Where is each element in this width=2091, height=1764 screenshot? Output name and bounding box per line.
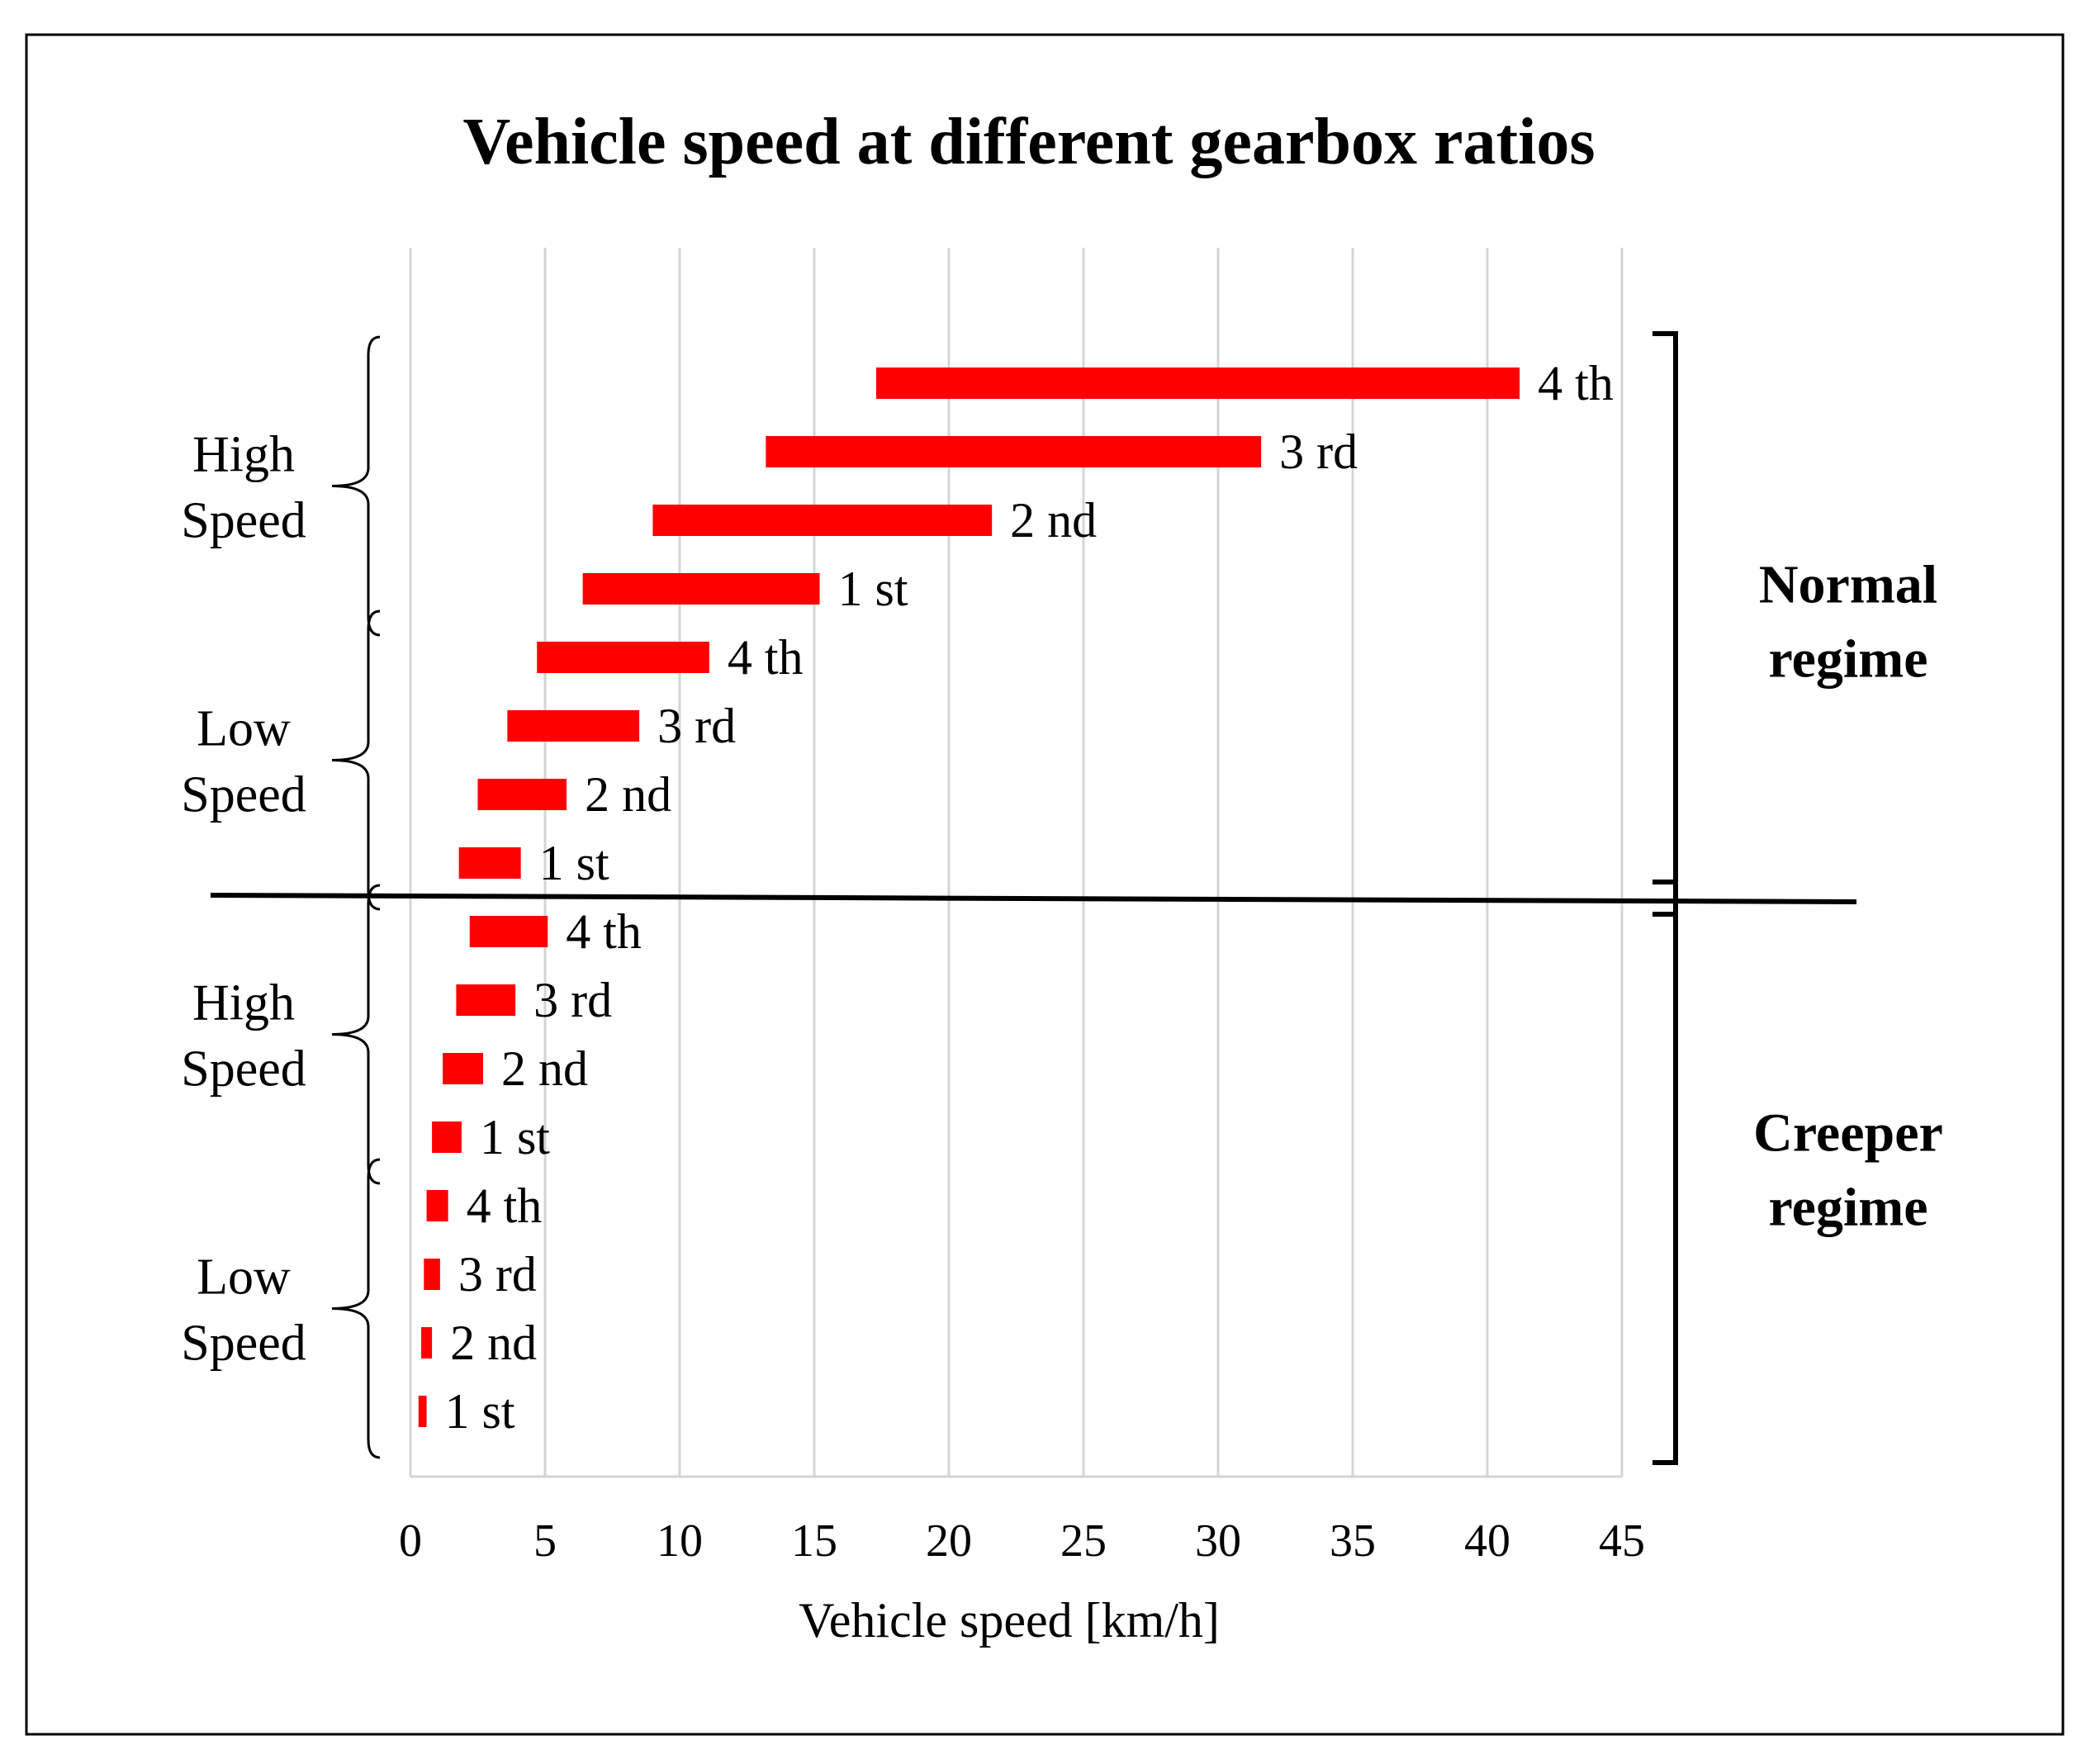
x-tick-label-0: 0: [399, 1515, 422, 1567]
bar-row-12: [432, 1121, 462, 1153]
regime-divider: [210, 893, 1857, 904]
x-tick-label-10: 10: [657, 1515, 703, 1567]
bar-row-14: [424, 1259, 440, 1290]
bar-label-row-15: 2 nd: [450, 1316, 537, 1370]
bar-row-2: [766, 436, 1262, 467]
bar-label-row-13: 4 th: [467, 1178, 543, 1233]
bar-row-1: [875, 368, 1520, 399]
bars-layer: [418, 368, 1520, 1427]
regime-bracket-1: [1652, 331, 1678, 917]
bar-label-row-2: 3 rd: [1279, 424, 1358, 479]
group-label-2-line-1: Low: [197, 701, 291, 757]
bar-row-8: [458, 847, 521, 879]
bar-label-row-5: 4 th: [728, 630, 804, 685]
group-label-2-line-2: Speed: [181, 767, 306, 823]
group-brace-4: [331, 1158, 381, 1459]
bar-row-13: [426, 1190, 448, 1221]
bar-label-row-16: 1 st: [445, 1384, 515, 1439]
bar-row-9: [469, 916, 548, 947]
bar-label-row-4: 1 st: [838, 562, 908, 616]
bar-row-7: [477, 779, 567, 810]
bar-row-3: [652, 505, 993, 536]
x-axis-label: Vehicle speed [km/h]: [799, 1593, 1220, 1648]
bar-labels-layer: 4 th 3 rd 2 nd 1 st 4 th 3 rd 2 nd 1 st 4 th 3 rd…: [445, 356, 1614, 1439]
bar-row-15: [421, 1327, 433, 1359]
group-label-3-line-1: High: [192, 975, 295, 1031]
x-tick-label-20: 20: [926, 1515, 972, 1567]
x-tick-label-45: 45: [1599, 1515, 1645, 1567]
regime-label-2-line-2: regime: [1768, 1178, 1927, 1238]
group-label-1-line-1: High: [192, 427, 295, 483]
group-label-1-line-2: Speed: [181, 493, 306, 549]
regime-bracket-2: [1652, 880, 1678, 1465]
bar-row-16: [418, 1396, 427, 1427]
bar-row-10: [456, 984, 516, 1016]
bar-label-row-3: 2 nd: [1010, 493, 1097, 548]
group-label-4-line-2: Speed: [181, 1316, 306, 1372]
bar-label-row-1: 4 th: [1538, 356, 1614, 410]
bar-label-row-14: 3 rd: [458, 1247, 537, 1302]
x-tick-label-15: 15: [791, 1515, 837, 1567]
bar-row-11: [443, 1053, 484, 1084]
bar-row-6: [507, 710, 640, 742]
bar-label-row-7: 2 nd: [585, 767, 671, 822]
x-tick-labels: 0 5 10 15 20 25 30 35 40 45: [399, 1515, 1645, 1567]
group-label-4-line-1: Low: [197, 1250, 291, 1306]
bar-label-row-9: 4 th: [566, 904, 642, 959]
chart-title: Vehicle speed at different gearbox ratio…: [463, 106, 1596, 178]
x-tick-label-40: 40: [1464, 1515, 1510, 1567]
figure-frame: [25, 33, 2065, 1736]
bar-label-row-12: 1 st: [480, 1110, 550, 1164]
bar-label-row-8: 1 st: [539, 836, 609, 890]
x-tick-label-35: 35: [1330, 1515, 1376, 1567]
x-tick-label-30: 30: [1195, 1515, 1241, 1567]
bar-row-4: [582, 573, 820, 605]
regime-label-2-line-1: Creeper: [1753, 1103, 1943, 1164]
group-brackets-layer: High Speed Low Speed High Speed Low Speed: [181, 335, 381, 1459]
bar-label-row-11: 2 nd: [501, 1041, 588, 1096]
bar-label-row-10: 3 rd: [533, 973, 612, 1027]
regime-label-1-line-1: Normal: [1759, 555, 1937, 615]
regime-brackets-layer: Normal regime Creeper regime: [1652, 331, 1943, 1465]
group-label-3-line-2: Speed: [181, 1041, 306, 1098]
regime-label-1-line-2: regime: [1768, 629, 1927, 690]
bar-label-row-6: 3 rd: [657, 699, 736, 753]
x-tick-label-25: 25: [1060, 1515, 1107, 1567]
bar-row-5: [537, 642, 709, 673]
x-tick-label-5: 5: [533, 1515, 557, 1567]
